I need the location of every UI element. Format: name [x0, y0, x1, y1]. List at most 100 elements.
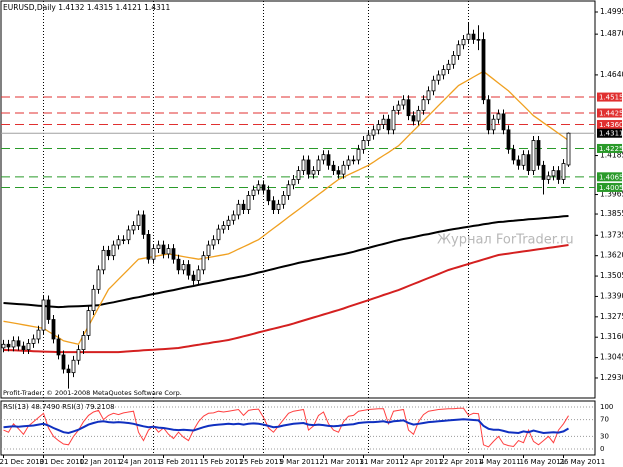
candle-body [381, 118, 386, 125]
level-label-box [597, 182, 622, 192]
y-tick-label: 1.3855 [600, 209, 623, 218]
candle-body [441, 69, 446, 76]
moving-average [3, 215, 569, 309]
candle-body [236, 203, 241, 216]
candle-body [46, 299, 51, 320]
candle-body [301, 159, 306, 172]
y-tick-label: 1.4995 [600, 7, 623, 16]
candle-body [416, 109, 421, 122]
x-tick-label: 12 Apr 2011 [400, 458, 443, 466]
candle-body [176, 258, 181, 271]
watermark: Журнал ForTrader.ru [437, 233, 574, 248]
candle-body [431, 79, 436, 92]
level-label-box [597, 128, 622, 138]
moving-average [3, 70, 569, 346]
candle-body [436, 74, 441, 81]
candle-body [231, 214, 236, 221]
level-label: 1.4311 [599, 130, 623, 138]
candle-body [241, 203, 246, 211]
candle-body [131, 225, 136, 231]
candle-body [81, 335, 86, 351]
candle-body [541, 164, 546, 180]
candle-body [181, 264, 186, 271]
candle-body [16, 340, 21, 347]
candle-body [331, 164, 336, 172]
candle-body [206, 244, 211, 257]
candle-body [201, 255, 206, 271]
candle-body [446, 63, 451, 70]
y-tick-label: 1.3160 [600, 332, 623, 341]
main-panel [0, 0, 596, 399]
rsi-line [3, 418, 570, 435]
candle-body [511, 148, 516, 161]
candle-body [246, 195, 251, 211]
candle-body [321, 154, 326, 161]
candle-body [61, 354, 66, 370]
x-tick-label: 26 May 2011 [560, 458, 606, 466]
level-label: 1.4005 [599, 184, 623, 192]
x-tick-label: 3 Feb 2011 [160, 458, 199, 466]
level-label: 1.4225 [599, 145, 623, 153]
level-label: 1.4065 [599, 173, 623, 181]
candle-body [326, 154, 331, 166]
candle-body [211, 239, 216, 246]
candle-body [351, 159, 356, 162]
candle-body [496, 113, 501, 120]
candle-body [216, 228, 221, 241]
x-tick-label: 21 Mar 2011 [320, 458, 364, 466]
candle-body [41, 299, 46, 331]
x-tick-label: 9 Mar 2011 [280, 458, 320, 466]
copyright: Profit-Trader, © 2001-2008 MetaQuotes So… [3, 389, 182, 397]
candle-body [136, 214, 141, 226]
candle-body [396, 104, 401, 111]
candle-body [371, 129, 376, 136]
level-label-box [597, 120, 622, 130]
candle-body [471, 33, 476, 40]
candle-body [476, 39, 481, 41]
y-tick-label: 1.3620 [600, 251, 623, 260]
candle-body [536, 140, 541, 166]
candle-body [516, 159, 521, 166]
candle-body [531, 140, 536, 172]
candle-body [196, 269, 201, 281]
moving-average [3, 244, 569, 354]
candle-body [221, 225, 226, 230]
y-tick-label: 1.4870 [600, 29, 623, 38]
y-tick-label: 100 [600, 403, 613, 411]
candle-body [76, 349, 81, 361]
candle-body [256, 184, 261, 191]
y-tick-label: 1.4640 [600, 70, 623, 79]
y-tick-label: 1.3045 [600, 353, 623, 362]
candle-body [141, 214, 146, 235]
candle-body [251, 189, 256, 196]
candle-body [486, 99, 491, 131]
candle-body [151, 248, 156, 260]
candle-body [391, 109, 396, 131]
candle-body [546, 175, 551, 180]
candle-body [556, 170, 561, 180]
candle-body [31, 338, 36, 344]
candle-body [226, 219, 231, 226]
candle-body [36, 329, 41, 340]
candle-body [146, 234, 151, 260]
candle-body [501, 113, 506, 131]
x-tick-label: 16 May 2011 [520, 458, 566, 466]
y-tick-label: 70 [600, 416, 609, 424]
candle-body [356, 148, 361, 161]
candle-body [296, 170, 301, 180]
candle-body [166, 248, 171, 255]
candle-body [286, 184, 291, 196]
candle-body [491, 118, 496, 131]
candle-body [86, 310, 91, 336]
candle-body [271, 200, 276, 211]
candle-body [406, 99, 411, 117]
x-tick-label: 15 Feb 2011 [200, 458, 244, 466]
level-label-box [597, 108, 622, 118]
candle-body [6, 343, 11, 348]
y-tick-label: 1.3275 [600, 312, 623, 321]
y-tick-label: 1.3965 [600, 190, 623, 199]
candle-body [1, 343, 6, 349]
candle-body [521, 154, 526, 166]
level-label: 1.4515 [599, 94, 623, 102]
x-tick-label: 31 Dec 2010 [40, 458, 85, 466]
